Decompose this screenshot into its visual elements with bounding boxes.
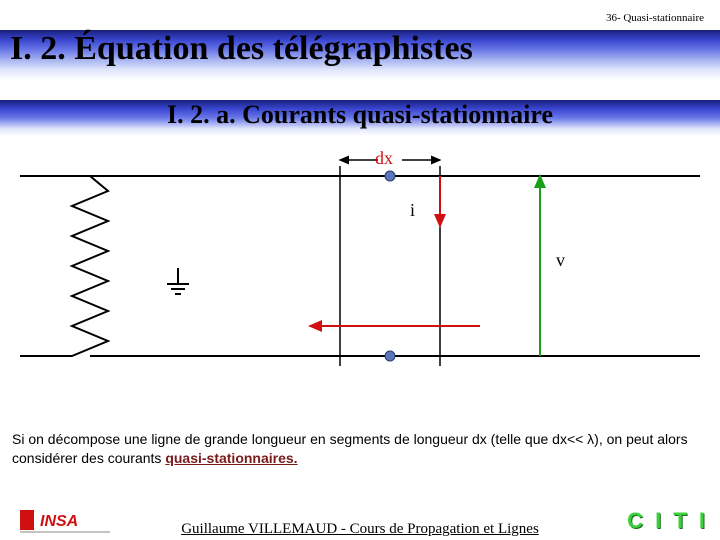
main-title: I. 2. Équation des télégraphistes — [10, 30, 473, 68]
footer-author: Guillaume VILLEMAUD - Cours de Propagati… — [0, 521, 720, 538]
description-prefix: Si on décompose une ligne de grande long… — [12, 431, 688, 466]
description-text: Si on décompose une ligne de grande long… — [12, 430, 708, 468]
svg-text:v: v — [556, 250, 565, 270]
page-number: 36- Quasi-stationnaire — [606, 12, 704, 24]
description-emphasis: quasi-stationnaires. — [165, 450, 297, 466]
svg-text:dx: dx — [375, 148, 393, 168]
transmission-line-diagram: dx i v — [0, 146, 720, 396]
subtitle: I. 2. a. Courants quasi-stationnaire — [0, 100, 720, 130]
svg-text:i: i — [410, 200, 415, 220]
citi-logo: C I T I — [627, 508, 708, 534]
